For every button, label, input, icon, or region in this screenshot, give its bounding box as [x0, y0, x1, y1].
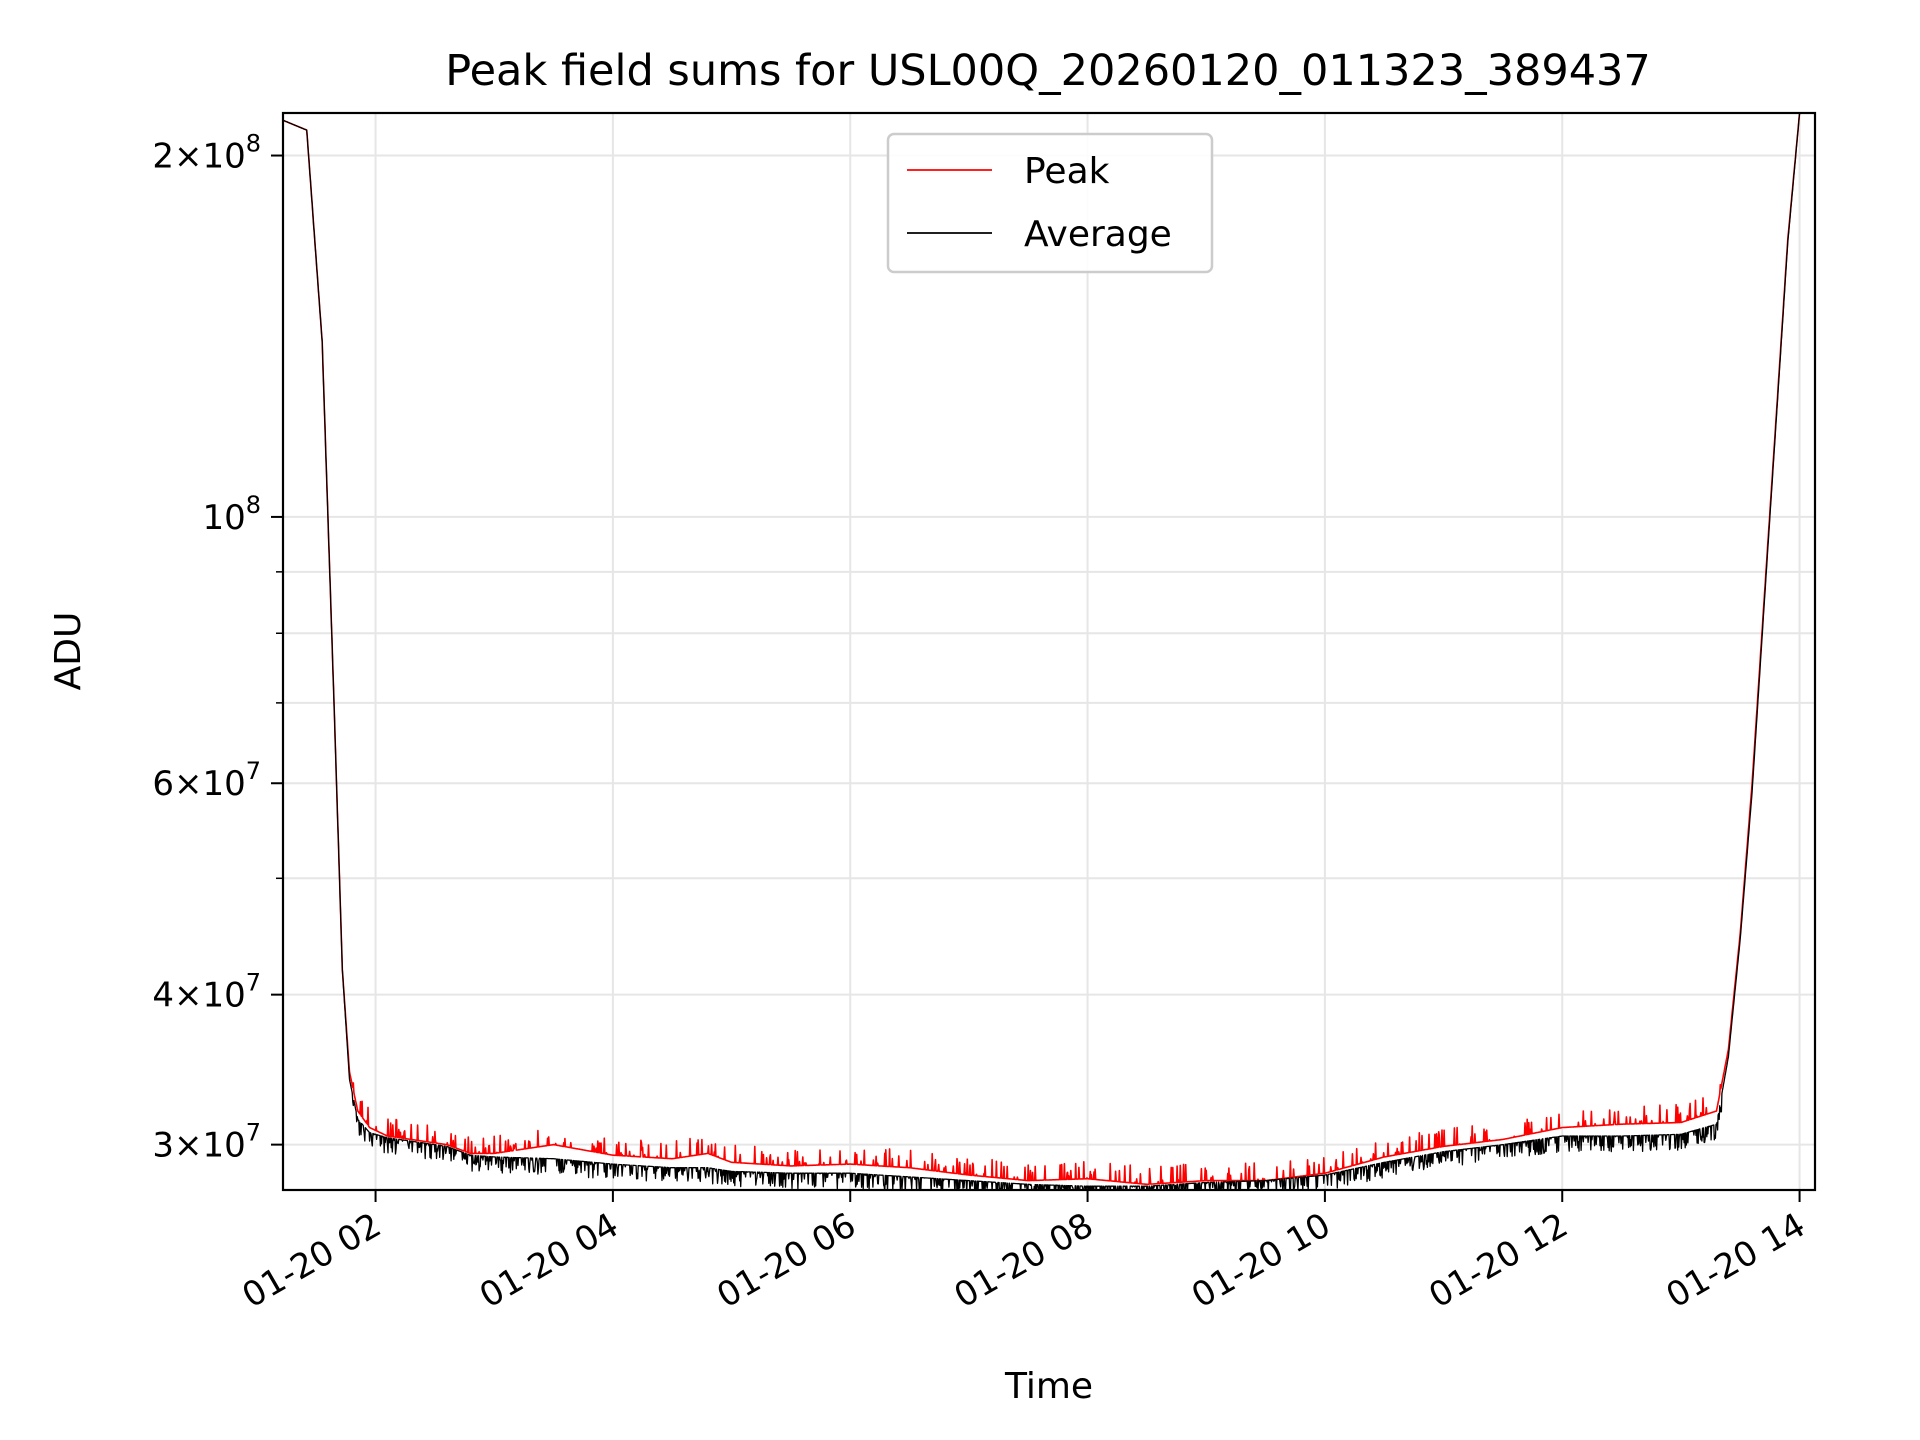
series-line-average — [283, 113, 1801, 1190]
y-axis: 3×107 4×107 6×107 108 2×108 — [152, 130, 283, 1166]
y-tick-label: 108 — [202, 491, 261, 538]
x-axis-label: Time — [1004, 1366, 1093, 1407]
y-tick-label: 3×107 — [152, 1119, 261, 1166]
grid — [283, 113, 1815, 1190]
chart-title: Peak field sums for USL00Q_20260120_0113… — [445, 46, 1651, 96]
y-axis-label: ADU — [48, 612, 89, 691]
y-tick-label: 6×107 — [152, 757, 261, 804]
legend[interactable]: Peak Average — [886, 132, 1214, 274]
y-tick-label: 2×108 — [152, 130, 261, 177]
legend-box — [886, 132, 1214, 274]
plot-frame — [281, 111, 1817, 1192]
series-line-peak — [283, 113, 1801, 1186]
legend-label-average: Average — [1024, 214, 1172, 255]
legend-label-peak: Peak — [1024, 151, 1110, 192]
y-tick-label: 4×107 — [152, 969, 261, 1016]
series-layer — [283, 113, 1801, 1190]
